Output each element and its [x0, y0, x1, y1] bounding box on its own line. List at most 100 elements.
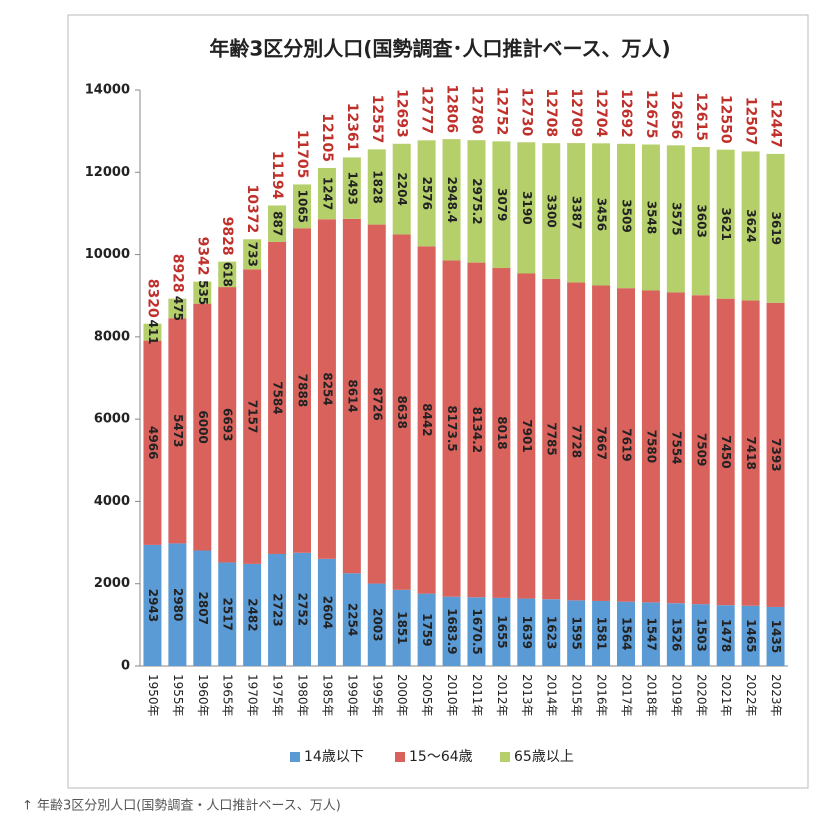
bar-segment — [193, 550, 212, 666]
value-label: 2752 — [296, 593, 310, 626]
bar-segment — [542, 599, 561, 666]
value-label: 7393 — [769, 438, 783, 471]
bar-segment — [268, 205, 287, 242]
y-tick-label: 0 — [121, 659, 130, 674]
value-label: 2204 — [395, 172, 409, 205]
value-label: 1639 — [520, 616, 534, 649]
value-label: 7888 — [296, 374, 310, 407]
total-label: 12675 — [643, 90, 659, 139]
bar-segment — [766, 302, 785, 607]
bar-segment — [442, 260, 461, 597]
bar-segment — [741, 151, 760, 301]
bar-segment — [293, 184, 311, 229]
value-label: 2943 — [146, 589, 160, 622]
value-label: 2003 — [370, 608, 384, 641]
total-label: 12507 — [743, 97, 759, 146]
total-label: 11194 — [269, 151, 285, 200]
bar-segment — [716, 149, 735, 299]
value-label: 4966 — [146, 426, 160, 459]
bar-segment — [193, 303, 212, 551]
bar-segment — [617, 143, 635, 289]
value-label: 7667 — [595, 427, 609, 460]
bar-segment — [716, 605, 735, 666]
x-tick-label: 1970年 — [246, 674, 260, 717]
value-label: 3456 — [595, 198, 609, 231]
value-label: 8173.5 — [445, 405, 459, 451]
bar-segment — [168, 298, 187, 319]
bar-segment — [567, 600, 586, 666]
value-label: 2254 — [345, 603, 359, 636]
bar-segment — [168, 543, 187, 666]
value-label: 6000 — [196, 410, 210, 443]
bar-segment — [218, 562, 237, 666]
bar-segment — [168, 318, 187, 544]
total-label: 12447 — [768, 99, 784, 148]
value-label: 2604 — [320, 596, 334, 629]
x-tick-label: 1975年 — [271, 674, 285, 717]
bar-segment — [442, 139, 461, 261]
value-label: 2948.4 — [445, 177, 459, 223]
value-label: 3621 — [719, 207, 733, 240]
value-label: 1623 — [545, 616, 559, 649]
bar-segment — [691, 604, 710, 666]
bar-segment — [268, 241, 287, 554]
y-tick-label: 8000 — [94, 329, 130, 344]
total-label: 9342 — [194, 237, 210, 276]
value-label: 3624 — [744, 209, 758, 242]
bar-segment — [342, 157, 361, 219]
x-tick-label: 2018年 — [644, 674, 658, 717]
bar-segment — [741, 300, 760, 606]
value-label: 1759 — [420, 613, 434, 646]
bar-segment — [517, 598, 536, 666]
y-tick-label: 4000 — [94, 494, 130, 509]
value-label: 1526 — [669, 618, 683, 651]
total-label: 12550 — [718, 95, 734, 144]
value-label: 1065 — [296, 190, 310, 223]
value-label: 1683.9 — [445, 608, 459, 654]
bar-segment — [641, 290, 660, 603]
x-tick-label: 1965年 — [221, 674, 235, 717]
value-label: 8726 — [370, 387, 384, 420]
value-label: 7901 — [520, 419, 534, 452]
value-label: 475 — [171, 296, 185, 321]
value-label: 5473 — [171, 414, 185, 447]
x-tick-label: 2019年 — [669, 674, 683, 717]
total-label: 12730 — [518, 88, 534, 137]
legend-label: 65歳以上 — [514, 749, 574, 765]
bar-segment — [641, 602, 660, 666]
x-tick-label: 2012年 — [495, 674, 509, 717]
value-label: 7509 — [694, 433, 708, 466]
bar-segment — [542, 143, 561, 279]
y-tick-label: 12000 — [85, 165, 130, 180]
value-label: 3603 — [694, 204, 708, 237]
total-label: 12557 — [369, 95, 385, 144]
total-label: 12780 — [468, 85, 484, 134]
x-tick-label: 2017年 — [620, 674, 634, 717]
value-label: 411 — [146, 320, 160, 345]
value-label: 3387 — [570, 196, 584, 229]
bar-segment — [517, 273, 536, 599]
value-label: 7580 — [644, 430, 658, 463]
bar-segment — [342, 218, 361, 574]
total-label: 12692 — [618, 89, 634, 138]
bar-segment — [592, 143, 611, 286]
legend-swatch — [500, 752, 510, 762]
value-label: 8442 — [420, 403, 434, 436]
total-label: 12708 — [543, 88, 559, 137]
value-label: 733 — [246, 242, 260, 267]
value-label: 3548 — [644, 201, 658, 234]
value-label: 3079 — [495, 188, 509, 221]
y-tick-label: 14000 — [85, 83, 130, 98]
value-label: 3619 — [769, 212, 783, 245]
value-label: 7728 — [570, 425, 584, 458]
legend-swatch — [395, 752, 405, 762]
value-label: 1503 — [694, 618, 708, 651]
y-tick-label: 2000 — [94, 576, 130, 591]
value-label: 1564 — [620, 617, 634, 650]
value-label: 3509 — [620, 199, 634, 232]
value-label: 1547 — [644, 617, 658, 650]
x-tick-label: 1980年 — [296, 674, 310, 717]
value-label: 2807 — [196, 592, 210, 625]
legend-label: 14歳以下 — [304, 749, 364, 765]
